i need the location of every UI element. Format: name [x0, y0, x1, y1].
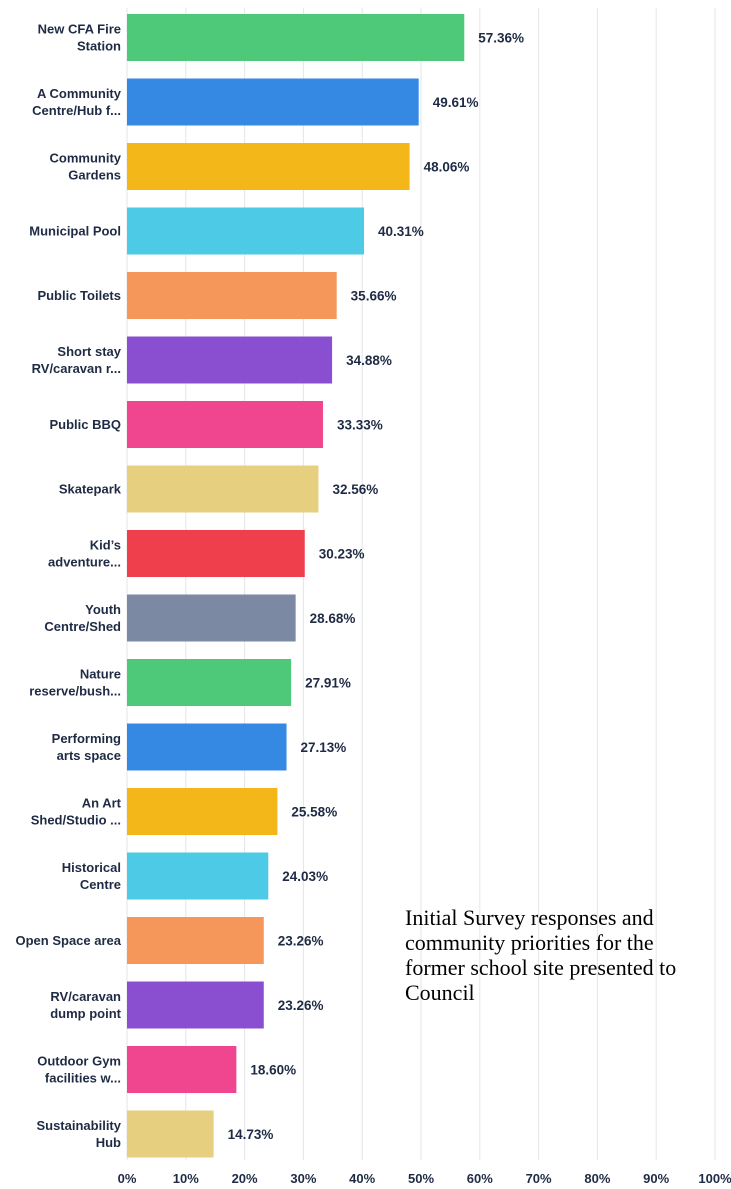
category-label: Kid’s adventure...	[48, 538, 121, 570]
bar	[127, 723, 287, 771]
category-label: Youth Centre/Shed	[44, 602, 121, 634]
bar-value-label: 40.31%	[378, 224, 424, 239]
category-label: New CFA Fire Station	[38, 22, 121, 54]
bar	[127, 852, 269, 900]
bar-value-label: 35.66%	[351, 289, 397, 304]
bar-value-label: 57.36%	[478, 31, 524, 46]
bar-value-label: 27.13%	[301, 740, 347, 755]
x-tick-label: 60%	[467, 1171, 493, 1186]
category-label: Historical Centre	[62, 860, 121, 892]
bar-value-label: 23.26%	[278, 998, 324, 1013]
bar	[127, 78, 419, 126]
category-label: Public BBQ	[49, 417, 121, 432]
annotation-text: Initial Survey responses and community p…	[405, 905, 677, 1005]
bar-value-label: 27.91%	[305, 676, 351, 691]
x-tick-label: 10%	[173, 1171, 199, 1186]
x-tick-label: 90%	[643, 1171, 669, 1186]
bar-value-label: 30.23%	[319, 547, 365, 562]
bar-value-label: 33.33%	[337, 418, 383, 433]
x-tick-label: 40%	[349, 1171, 375, 1186]
bar	[127, 14, 465, 61]
x-tick-label: 0%	[118, 1171, 137, 1186]
grid-layer	[126, 8, 716, 1160]
bar-value-label: 24.03%	[282, 869, 328, 884]
x-tick-label: 100%	[698, 1171, 731, 1186]
bar-value-label: 25.58%	[291, 805, 337, 820]
category-label: An Art Shed/Studio ...	[31, 796, 122, 828]
category-label: Outdoor Gym facilities w...	[37, 1054, 121, 1086]
bar	[127, 207, 365, 255]
bar	[127, 465, 319, 513]
bar-layer	[127, 14, 465, 1158]
category-label: A Community Centre/Hub f...	[32, 86, 122, 118]
bar-value-label: 28.68%	[310, 611, 356, 626]
bar	[127, 1046, 237, 1093]
category-label: Nature reserve/bush...	[29, 667, 121, 699]
x-tick-label: 30%	[290, 1171, 316, 1186]
label-layer: 57.36% New CFA Fire Station 49.61% A Communi…	[16, 22, 525, 1151]
bar	[127, 530, 305, 577]
bar	[127, 659, 292, 706]
bar	[127, 336, 333, 384]
category-label: Skatepark	[59, 482, 122, 497]
category-label: Open Space area	[16, 933, 122, 948]
bar	[127, 143, 410, 190]
category-label: Short stay RV/caravan r...	[32, 344, 122, 376]
bar-value-label: 18.60%	[250, 1063, 296, 1078]
bar	[127, 788, 278, 835]
bar-value-label: 49.61%	[433, 95, 479, 110]
category-label: RV/caravan dump point	[50, 989, 121, 1021]
x-tick-label: 20%	[232, 1171, 258, 1186]
category-label: Performing arts space	[52, 731, 121, 763]
x-axis-ticks: 0% 10% 20% 30% 40% 50% 60% 70% 80% 90% 100%	[118, 1171, 731, 1186]
bar-value-label: 34.88%	[346, 353, 392, 368]
bar-value-label: 32.56%	[332, 482, 378, 497]
bar-value-label: 48.06%	[424, 160, 470, 175]
bar	[127, 917, 264, 964]
x-tick-label: 70%	[526, 1171, 552, 1186]
bar	[127, 594, 296, 642]
category-label: Community Gardens	[50, 151, 122, 183]
bar-value-label: 14.73%	[228, 1127, 274, 1142]
bar	[127, 1110, 214, 1158]
bar-value-label: 23.26%	[278, 934, 324, 949]
x-tick-label: 80%	[584, 1171, 610, 1186]
category-label: Municipal Pool	[29, 224, 121, 239]
category-label: Public Toilets	[37, 288, 121, 303]
bar	[127, 272, 337, 319]
x-tick-label: 50%	[408, 1171, 434, 1186]
bar	[127, 981, 264, 1029]
bar	[127, 401, 323, 448]
category-label: Sustainability Hub	[36, 1118, 121, 1150]
